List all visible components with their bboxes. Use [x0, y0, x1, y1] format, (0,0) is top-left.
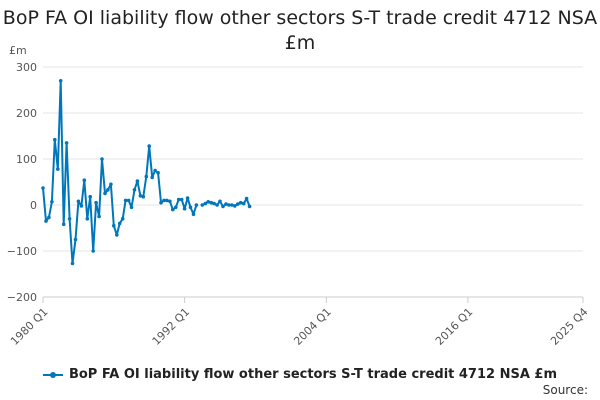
data-point[interactable]	[203, 201, 208, 206]
data-point[interactable]	[233, 204, 237, 208]
data-point[interactable]	[50, 200, 54, 204]
data-point[interactable]	[44, 219, 48, 223]
y-tick-label: 0	[30, 199, 37, 212]
data-point[interactable]	[112, 223, 116, 228]
y-tick-label: −200	[7, 291, 37, 304]
legend-label: BoP FA OI liability flow other sectors S…	[68, 367, 558, 382]
data-point[interactable]	[191, 212, 196, 216]
data-point[interactable]	[123, 198, 128, 203]
data-point[interactable]	[162, 198, 166, 203]
data-point[interactable]	[206, 200, 210, 204]
data-point[interactable]	[153, 168, 157, 173]
y-tick-label: 100	[16, 153, 37, 166]
data-point[interactable]	[91, 249, 95, 253]
chart-title: BoP FA OI liability flow other sectors S…	[2, 7, 598, 54]
grid-lines	[43, 66, 583, 298]
x-tick-label: 2016 Q1	[433, 305, 476, 348]
data-point[interactable]	[179, 197, 184, 202]
data-point[interactable]	[236, 202, 240, 206]
data-point[interactable]	[150, 175, 154, 180]
data-point[interactable]	[53, 137, 57, 142]
data-point[interactable]	[135, 179, 140, 183]
data-point[interactable]	[115, 233, 119, 237]
data-point[interactable]	[126, 198, 131, 203]
data-point[interactable]	[129, 205, 134, 210]
data-point[interactable]	[200, 203, 205, 207]
data-point[interactable]	[97, 214, 101, 219]
data-point[interactable]	[174, 205, 178, 210]
data-point[interactable]	[88, 194, 92, 199]
data-point[interactable]	[47, 215, 51, 220]
data-point[interactable]	[238, 200, 243, 205]
data-point[interactable]	[67, 217, 72, 221]
data-point[interactable]	[171, 207, 175, 212]
data-point[interactable]	[188, 205, 193, 210]
x-tick-label: 2004 Q1	[291, 305, 334, 348]
data-point[interactable]	[212, 201, 216, 206]
data-point[interactable]	[218, 199, 222, 204]
series-line	[42, 79, 198, 265]
x-tick-label: 1992 Q1	[150, 305, 193, 348]
legend[interactable]: BoP FA OI liability flow other sectors S…	[0, 367, 600, 382]
data-point[interactable]	[58, 79, 63, 83]
data-point[interactable]	[117, 221, 122, 226]
data-point[interactable]	[194, 203, 199, 207]
data-point[interactable]	[85, 217, 90, 221]
data-point[interactable]	[120, 217, 125, 221]
data-point[interactable]	[165, 198, 169, 203]
data-point[interactable]	[56, 167, 60, 171]
data-point[interactable]	[138, 194, 143, 198]
data-point[interactable]	[147, 144, 151, 148]
legend-swatch	[42, 369, 63, 381]
data-point[interactable]	[244, 196, 249, 201]
x-tick-label: 1980 Q1	[8, 305, 51, 348]
x-tick-label: 2025 Q4	[548, 305, 591, 348]
data-point[interactable]	[159, 200, 163, 205]
y-axis-unit-label: £m	[9, 44, 27, 57]
data-point[interactable]	[64, 141, 69, 145]
data-point[interactable]	[94, 200, 98, 205]
data-point[interactable]	[103, 191, 107, 196]
data-point[interactable]	[76, 199, 81, 204]
data-point[interactable]	[41, 186, 45, 190]
data-point[interactable]	[109, 182, 113, 187]
data-point[interactable]	[209, 200, 213, 205]
y-axis-ticks: 300 200 100 0 −100 −200	[7, 61, 37, 304]
data-point[interactable]	[141, 194, 146, 199]
data-point[interactable]	[176, 197, 181, 202]
data-point[interactable]	[185, 196, 190, 200]
series-plot	[41, 79, 252, 266]
y-tick-label: −100	[7, 245, 37, 258]
data-point[interactable]	[224, 202, 228, 206]
data-point[interactable]	[221, 204, 225, 209]
y-tick-label: 200	[16, 107, 37, 120]
data-point[interactable]	[241, 201, 246, 206]
data-point[interactable]	[230, 203, 234, 207]
data-point[interactable]	[144, 174, 149, 179]
data-point[interactable]	[61, 222, 66, 227]
source-label: Source:	[542, 383, 588, 397]
data-point[interactable]	[73, 237, 78, 242]
data-point[interactable]	[82, 178, 87, 182]
data-point[interactable]	[70, 261, 75, 266]
data-point[interactable]	[215, 203, 219, 207]
y-tick-label: 300	[16, 61, 37, 74]
data-point[interactable]	[168, 199, 172, 204]
data-point[interactable]	[247, 204, 252, 209]
x-axis-ticks: 1980 Q1 1992 Q1 2004 Q1 2016 Q1 2025 Q4	[8, 297, 591, 348]
data-point[interactable]	[106, 188, 110, 192]
data-point[interactable]	[227, 203, 231, 207]
data-point[interactable]	[132, 188, 137, 192]
data-point[interactable]	[100, 157, 104, 161]
data-point[interactable]	[79, 204, 84, 208]
data-point[interactable]	[156, 171, 160, 175]
data-point[interactable]	[182, 206, 187, 211]
